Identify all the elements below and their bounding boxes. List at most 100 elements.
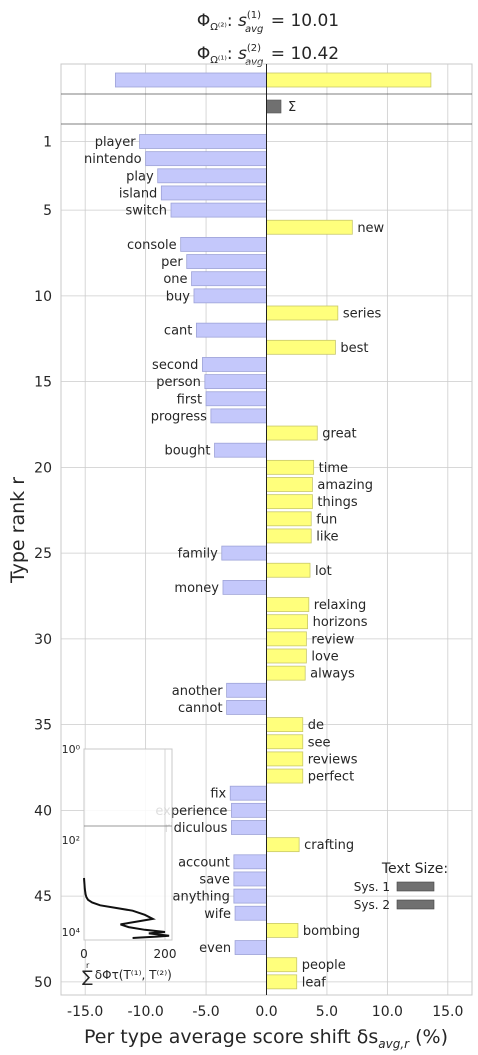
label-fix: fix — [210, 787, 226, 802]
legend-label: Sys. 1 — [354, 880, 390, 894]
axis-ticks: -15.0 -10.0 -5.0 0.0 5.0 10.0 15.0151015202530… — [34, 135, 463, 1021]
bar-per — [186, 254, 267, 269]
bar-series — [266, 305, 339, 321]
bar-review — [266, 631, 307, 647]
bar-nintendo — [145, 151, 267, 167]
bar-save — [233, 871, 267, 887]
y-axis-label: Type rank r — [7, 477, 29, 584]
bar-de — [266, 717, 304, 732]
label-bought: bought — [164, 444, 210, 459]
label-love: love — [311, 650, 338, 665]
inset-cumulative-plot: 10⁰ 10² 10⁴ 0 200 ∑ δΦτ(T⁽¹⁾, T⁽²⁾)r — [62, 743, 177, 986]
bar-amazing — [266, 477, 313, 492]
bar-switch — [170, 202, 267, 218]
bar-fun — [266, 511, 312, 527]
y-tick-label: 10 — [34, 289, 52, 305]
bar-console — [180, 236, 267, 252]
label-buy: buy — [166, 289, 190, 304]
label-leaf: leaf — [302, 975, 327, 990]
bar-experience — [231, 802, 267, 818]
label-lot: lot — [315, 564, 332, 579]
bar-progress — [210, 408, 267, 424]
summary-bar-negative — [114, 72, 267, 88]
bar-money — [222, 580, 267, 595]
label-cannot: cannot — [178, 701, 223, 716]
legend-label: Sys. 2 — [354, 898, 390, 912]
label-account: account — [178, 855, 230, 870]
label-second: second — [152, 358, 198, 373]
label-island: island — [119, 186, 157, 201]
title-line-2: ΦΩ⁽¹⁾: s(2) avg = 10.42 — [197, 43, 339, 68]
bar-one — [191, 271, 267, 287]
y-tick-label: 15 — [34, 375, 52, 391]
x-tick-label: -15.0 — [67, 1004, 103, 1020]
bar-first — [205, 391, 267, 407]
label-best: best — [340, 341, 368, 356]
bar-account — [233, 854, 267, 870]
label-crafting: crafting — [304, 838, 354, 853]
inset-y-tick: 10⁰ — [62, 743, 81, 756]
bar-horizons — [266, 614, 308, 630]
label-great: great — [322, 427, 356, 442]
text-size-legend: Text Size: Sys. 1 Sys. 2 — [354, 861, 448, 912]
bar-person — [204, 374, 267, 390]
y-tick-label: 50 — [34, 975, 52, 991]
bar-bombing — [266, 923, 299, 938]
label-see: see — [308, 735, 331, 750]
label-first: first — [177, 392, 202, 407]
y-tick-label: 35 — [34, 718, 52, 734]
y-tick-label: 25 — [34, 546, 52, 562]
inset-curve — [83, 877, 170, 939]
label-series: series — [343, 307, 382, 322]
bar-relaxing — [266, 597, 310, 612]
label-even: even — [199, 941, 231, 956]
bar-player — [139, 134, 267, 149]
label-time: time — [319, 461, 348, 476]
bars — [114, 64, 432, 995]
bar-family — [221, 545, 267, 561]
sum-bar — [266, 99, 282, 114]
label-one: one — [163, 272, 187, 287]
label-reviews: reviews — [308, 752, 358, 767]
label-save: save — [199, 872, 229, 887]
label-amazing: amazing — [317, 478, 373, 493]
bar-second — [202, 357, 267, 372]
bar-time — [266, 459, 315, 475]
inset-y-tick: 10⁴ — [62, 926, 81, 939]
x-tick-label: 5.0 — [316, 1004, 338, 1020]
x-tick-label: 0.0 — [255, 1004, 277, 1020]
bar-bought — [214, 442, 267, 458]
label-new: new — [357, 221, 384, 236]
bar-buy — [193, 288, 267, 304]
inset-x-label: ∑ δΦτ(T⁽¹⁾, T⁽²⁾) — [82, 967, 172, 986]
inset-x-tick: 200 — [154, 947, 177, 961]
bar-another — [226, 682, 267, 698]
x-tick-label: -5.0 — [192, 1004, 219, 1020]
label-things: things — [317, 495, 357, 510]
y-tick-label: 20 — [34, 460, 52, 476]
label-cant: cant — [164, 324, 192, 339]
axis-labels: Per type average score shift δsavg,r (%)… — [7, 477, 448, 1051]
legend-bar — [396, 899, 435, 910]
label-ridiculous: ridiculous — [165, 821, 228, 836]
label-fun: fun — [316, 512, 337, 527]
bar-always — [266, 665, 306, 681]
bar-wife — [234, 905, 267, 921]
label-console: console — [127, 238, 177, 253]
label-per: per — [161, 255, 183, 270]
bar-great — [266, 425, 318, 441]
bar-island — [160, 185, 267, 201]
label-another: another — [172, 684, 223, 699]
y-tick-label: 1 — [43, 135, 52, 151]
y-tick-label: 30 — [34, 632, 52, 648]
bar-anything — [233, 888, 267, 904]
bar-cant — [195, 322, 267, 338]
sum-label: Σ — [288, 100, 296, 115]
bar-leaf — [266, 974, 298, 990]
bar-crafting — [266, 837, 300, 853]
label-horizons: horizons — [313, 615, 368, 630]
bar-ridiculous — [231, 820, 267, 835]
label-family: family — [178, 547, 218, 562]
